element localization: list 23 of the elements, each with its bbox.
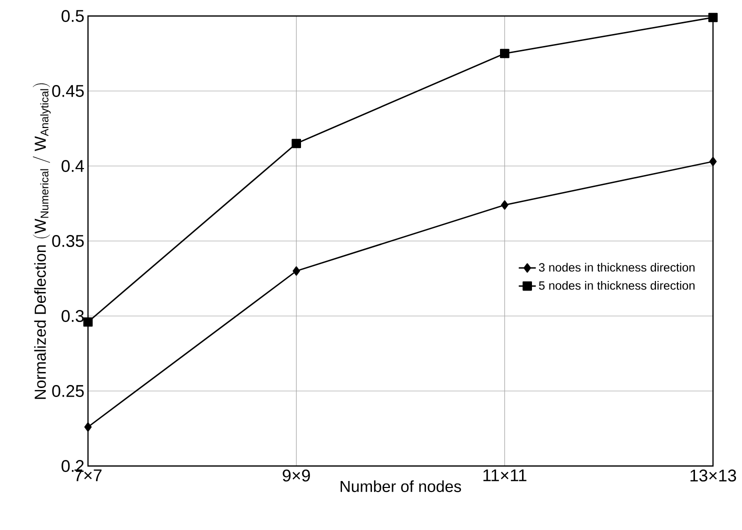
- x-tick-label: 9×9: [282, 470, 310, 482]
- y-tick-label: 0.45: [52, 85, 84, 97]
- point: [500, 48, 510, 58]
- y-tick-label: 0.2: [62, 460, 84, 472]
- y-tick-label: 0.35: [52, 235, 84, 247]
- y-tick-label: 0.4: [62, 160, 84, 172]
- legend-label: 3 nodes in thickness direction: [538, 262, 695, 272]
- point: [83, 317, 93, 327]
- point: [500, 200, 508, 210]
- point: [709, 156, 717, 166]
- y-tick-label: 0.5: [62, 10, 84, 22]
- y-tick-label: 0.3: [62, 310, 84, 322]
- point: [84, 422, 92, 432]
- x-axis-title: Number of nodes: [340, 480, 462, 492]
- point: [292, 138, 302, 148]
- y-tick-label: 0.25: [52, 385, 84, 397]
- x-tick-label: 11×11: [483, 470, 526, 482]
- point: [292, 266, 300, 276]
- x-tick-label: 7×7: [74, 470, 102, 482]
- legend-label: 5 nodes in thickness direction: [538, 280, 695, 290]
- point: [708, 12, 718, 22]
- y-axis-title: $\mathrm{Normalized\ Deflection\ (W_{Numerical}\ /\ W_{Analytical})}$: [32, 83, 51, 399]
- x-tick-label: 13×13: [690, 470, 736, 482]
